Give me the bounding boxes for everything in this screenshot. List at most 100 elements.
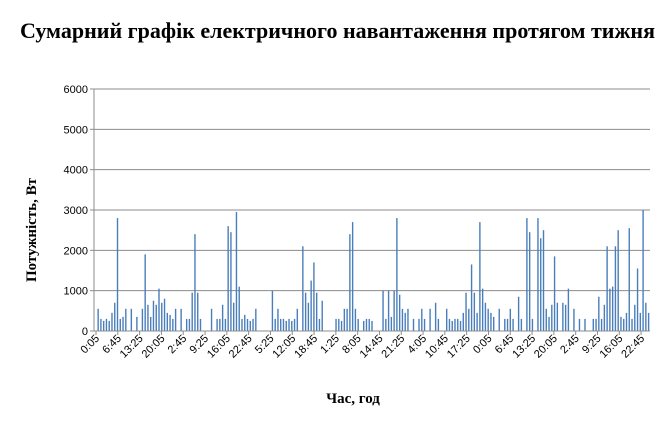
bar [274,318,276,331]
bar [556,302,559,331]
bar [462,312,464,331]
bar [302,246,304,331]
bar [603,304,606,331]
bar [321,300,323,331]
bar [611,286,614,331]
bar [224,318,227,331]
bar [125,308,127,331]
x-tick-label: 17:25 [445,333,473,361]
bar [473,292,476,331]
bar [216,318,218,331]
x-tick-label: 2:45 [166,333,190,357]
bar [291,320,293,331]
bar [526,218,528,331]
x-tick-label: 10:45 [423,333,451,361]
x-tick-label: 13:25 [118,333,146,361]
bar [108,320,110,331]
bar [479,222,481,331]
bar [144,254,146,331]
y-tick-label: 1000 [64,286,88,298]
bar [548,316,550,331]
bar [578,318,581,331]
x-tick-label: 12:05 [270,333,298,361]
y-tick-label: 3000 [64,205,88,217]
bar [365,318,368,331]
bar [573,308,575,331]
x-tick-label: 16:05 [597,333,625,361]
bar [628,228,630,331]
bar [230,232,232,331]
bar [634,304,636,331]
gridlines [94,88,650,292]
bar [97,308,99,331]
bar [434,302,437,331]
bar [531,318,534,331]
bar [310,280,312,331]
bar [504,318,506,331]
bar [304,292,307,331]
x-tick-label: 0:05 [471,333,495,357]
bar [498,308,500,331]
bar [537,218,539,331]
bar [476,312,478,331]
bar [227,226,229,331]
x-tick-label: 20:05 [532,333,560,361]
bar [481,288,484,331]
bar [155,304,157,331]
bar [617,230,619,331]
bar [158,288,160,331]
bar [307,302,310,331]
bar [357,318,359,331]
bar [114,302,116,331]
bar [119,318,121,331]
bar [468,308,470,331]
bar [199,318,202,331]
x-tick-label: 2:45 [558,333,582,357]
bar [141,308,144,331]
bar [169,314,171,331]
bar [423,318,426,331]
bar [130,308,133,331]
bar [606,246,608,331]
bar [349,234,351,331]
bar [404,312,406,331]
bar [595,318,597,331]
bar [487,308,489,331]
bar [470,264,473,331]
bar [315,292,318,331]
bar [412,318,415,331]
bar [454,318,456,331]
bar [562,302,564,331]
bar [102,320,105,331]
bar [180,308,182,331]
bar [506,318,509,331]
bar [418,318,420,331]
bar [584,318,586,331]
bar [246,318,249,331]
bar [166,312,169,331]
bar [465,292,467,331]
bar [620,316,622,331]
bar [343,308,346,331]
bar [407,308,409,331]
chart-title: Сумарний графік електричного навантаженн… [20,18,655,43]
bar [172,318,174,331]
y-tick-label: 6000 [64,84,88,96]
bar [277,308,279,331]
bar [122,316,124,331]
bar [161,302,163,331]
bar [542,230,545,331]
bar [111,312,113,331]
bar [371,320,373,331]
bar [429,308,431,331]
bar [484,302,487,331]
bars [97,210,650,331]
axes [93,89,650,332]
bar [249,320,251,331]
bar [363,320,365,331]
bar [219,318,221,331]
x-tick-label: 13:25 [510,333,538,361]
bar [398,294,401,331]
x-axis-title: Час, год [326,391,380,407]
